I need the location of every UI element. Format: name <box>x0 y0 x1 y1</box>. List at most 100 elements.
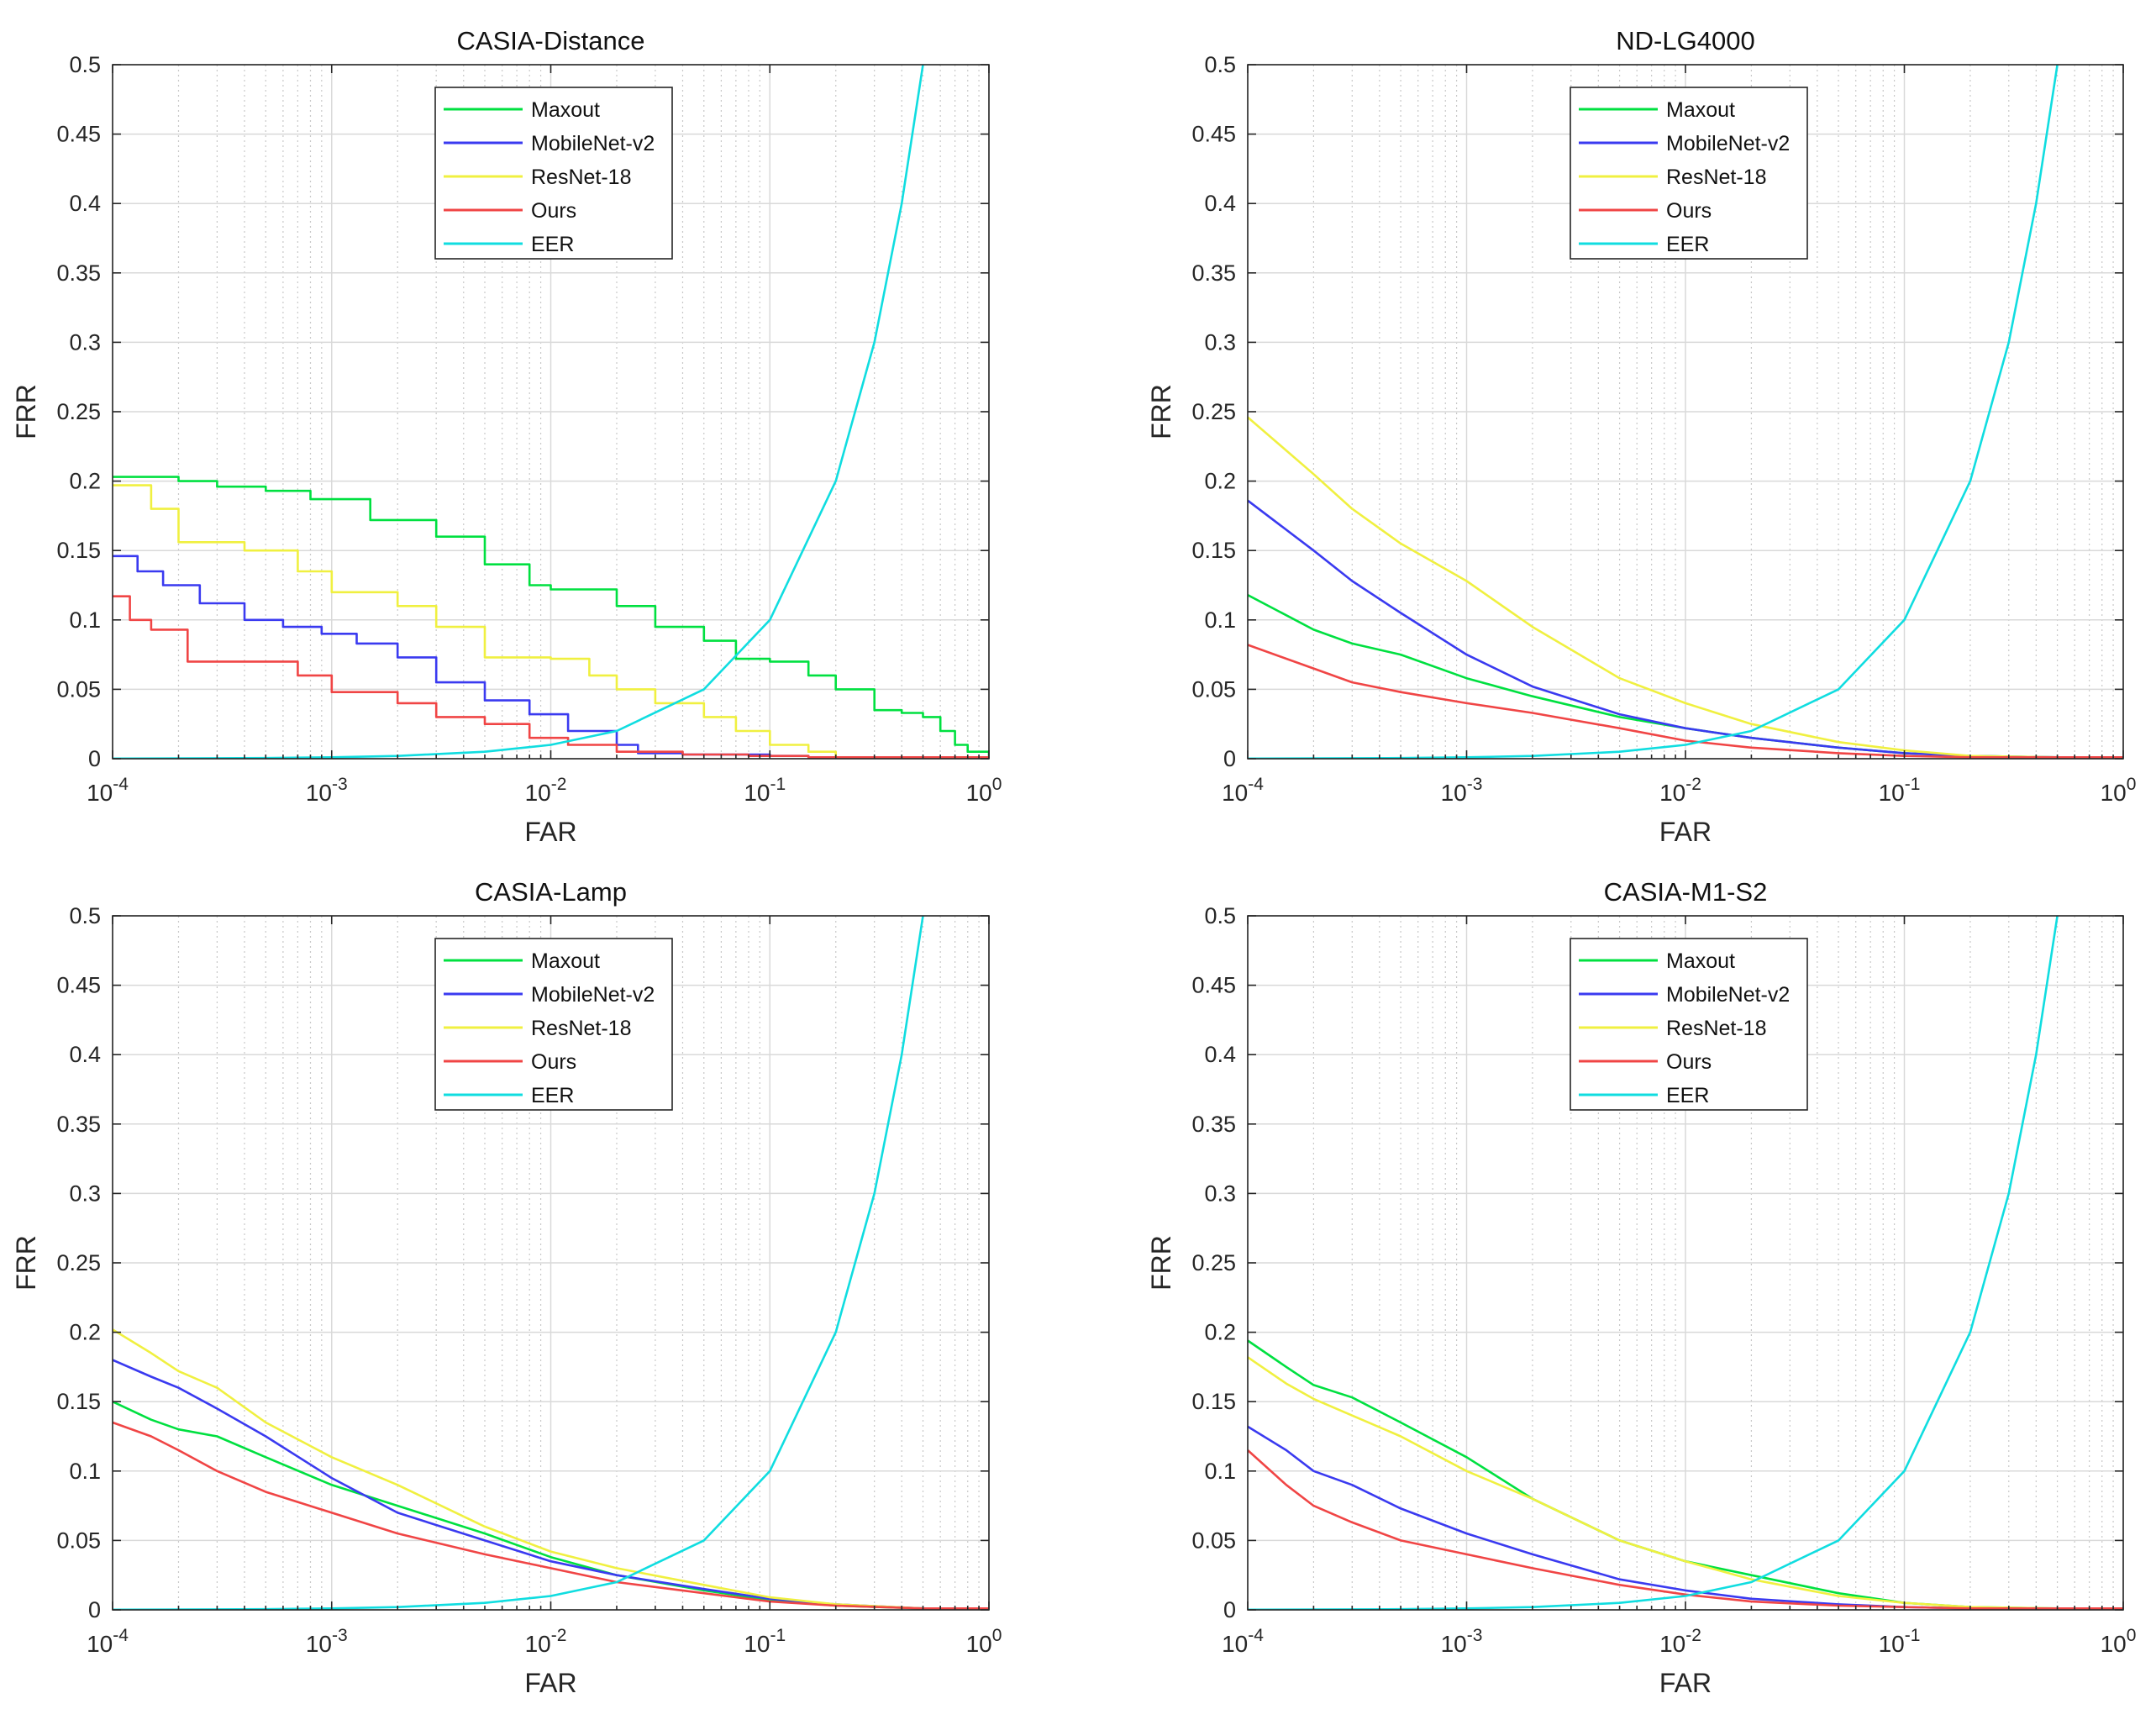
chart-title: ND-LG4000 <box>1616 26 1754 55</box>
x-axis-label: FAR <box>1659 1668 1712 1698</box>
y-tick-label: 0.5 <box>1204 52 1236 77</box>
x-axis-label: FAR <box>524 817 576 847</box>
y-tick-label: 0.2 <box>1204 1320 1236 1345</box>
x-tick-label: 10-2 <box>525 1626 567 1657</box>
tick-marks <box>112 64 990 760</box>
x-tick-label: 10-3 <box>306 1626 348 1657</box>
legend-label: EER <box>1666 1084 1709 1107</box>
series-line-ours <box>1248 644 2123 759</box>
x-tick-label: 10-4 <box>87 775 129 806</box>
y-tick-label: 0.1 <box>1204 1459 1236 1484</box>
y-tick-label: 0.45 <box>1191 122 1236 147</box>
legend-label: Ours <box>531 199 576 223</box>
y-axis-label: FRR <box>1146 1235 1176 1291</box>
series-group <box>1248 916 2123 1610</box>
legend-label: Maxout <box>531 98 600 122</box>
y-tick-label: 0.35 <box>1191 1112 1236 1137</box>
y-tick-label: 0.4 <box>1204 1042 1236 1067</box>
legend-label: MobileNet-v2 <box>531 983 655 1007</box>
legend-label: ResNet-18 <box>531 166 632 189</box>
y-tick-label: 0.2 <box>69 469 101 494</box>
legend-label: EER <box>531 233 574 256</box>
x-tick-label: 10-3 <box>1441 1626 1483 1657</box>
legend-label: Ours <box>1666 199 1712 223</box>
y-axis-label: FRR <box>1146 384 1176 439</box>
y-tick-label: 0.5 <box>1204 903 1236 928</box>
chart-title: CASIA-Distance <box>457 26 645 55</box>
x-tick-label: 10-1 <box>1879 775 1921 806</box>
x-tick-label: 10-1 <box>1879 1626 1921 1657</box>
y-tick-label: 0.35 <box>1191 260 1236 286</box>
series-line-resnet-18 <box>1248 416 2123 759</box>
x-tick-label: 100 <box>2101 1626 2137 1657</box>
legend-label: Maxout <box>531 949 600 973</box>
tick-marks <box>1247 915 2124 1611</box>
series-line-ours <box>113 595 989 759</box>
y-tick-label: 0.25 <box>56 399 101 424</box>
legend-label: MobileNet-v2 <box>531 132 655 155</box>
y-tick-label: 0 <box>1223 746 1236 771</box>
legend-label: Ours <box>531 1050 576 1074</box>
x-tick-label: 10-4 <box>87 1626 129 1657</box>
legend: Maxout MobileNet-v2 ResNet-18 Ours EER <box>1570 938 1808 1111</box>
legend-label: ResNet-18 <box>1666 166 1767 189</box>
tick-marks <box>112 915 990 1611</box>
legend-label: Ours <box>1666 1050 1712 1074</box>
y-tick-label: 0.1 <box>69 607 101 633</box>
y-tick-label: 0.05 <box>56 1528 101 1553</box>
legend-label: ResNet-18 <box>531 1017 632 1040</box>
chart-panel-1: 0 0.05 0.1 0.15 0.2 0.25 0.3 0.35 0.4 0.45 0.5 10-4… <box>11 26 1002 847</box>
legend: Maxout MobileNet-v2 ResNet-18 Ours EER <box>434 87 673 260</box>
series-line-resnet-18 <box>113 484 989 759</box>
y-tick-label: 0 <box>88 1597 101 1622</box>
chart-panel-3: 0 0.05 0.1 0.15 0.2 0.25 0.3 0.35 0.4 0.45 0.5 10-4… <box>11 877 1002 1698</box>
series-line-resnet-18 <box>1248 1356 2123 1610</box>
x-tick-label: 100 <box>2101 775 2137 806</box>
x-axis-label: FAR <box>524 1668 576 1698</box>
x-tick-label: 10-3 <box>306 775 348 806</box>
x-tick-label: 100 <box>966 1626 1002 1657</box>
x-tick-label: 10-1 <box>744 1626 786 1657</box>
y-tick-label: 0.15 <box>1191 538 1236 563</box>
series-line-resnet-18 <box>113 1328 989 1610</box>
y-tick-label: 0.1 <box>69 1459 101 1484</box>
chart-panel-2: 0 0.05 0.1 0.15 0.2 0.25 0.3 0.35 0.4 0.45 0.5 10-4… <box>1146 26 2136 847</box>
series-line-maxout <box>113 476 989 756</box>
y-tick-label: 0.15 <box>1191 1389 1236 1414</box>
y-tick-label: 0.3 <box>69 1181 101 1206</box>
legend-label: MobileNet-v2 <box>1666 983 1790 1007</box>
y-tick-label: 0.05 <box>1191 1528 1236 1553</box>
x-tick-label: 100 <box>966 775 1002 806</box>
y-tick-label: 0.15 <box>56 1389 101 1414</box>
y-tick-label: 0.3 <box>1204 329 1236 355</box>
y-axis-label: FRR <box>11 1235 41 1291</box>
legend-label: EER <box>1666 233 1709 256</box>
y-tick-label: 0.35 <box>56 1112 101 1137</box>
legend-label: Maxout <box>1666 98 1735 122</box>
y-tick-label: 0.4 <box>69 1042 101 1067</box>
x-tick-label: 10-1 <box>744 775 786 806</box>
legend: Maxout MobileNet-v2 ResNet-18 Ours EER <box>434 938 673 1111</box>
y-tick-label: 0.45 <box>1191 973 1236 998</box>
y-tick-label: 0 <box>1223 1597 1236 1622</box>
legend-label: Maxout <box>1666 949 1735 973</box>
y-tick-label: 0.15 <box>56 538 101 563</box>
series-line-ours <box>113 1421 989 1610</box>
legend-box <box>434 938 673 1111</box>
legend-box <box>434 87 673 260</box>
y-tick-label: 0.05 <box>1191 676 1236 702</box>
x-tick-label: 10-2 <box>1659 775 1701 806</box>
legend-label: MobileNet-v2 <box>1666 132 1790 155</box>
y-tick-label: 0.1 <box>1204 607 1236 633</box>
chart-panel-4: 0 0.05 0.1 0.15 0.2 0.25 0.3 0.35 0.4 0.45 0.5 10-4… <box>1146 877 2136 1698</box>
y-tick-label: 0.25 <box>56 1250 101 1275</box>
y-tick-label: 0.25 <box>1191 399 1236 424</box>
legend: Maxout MobileNet-v2 ResNet-18 Ours EER <box>1570 87 1808 260</box>
y-axis-label: FRR <box>11 384 41 439</box>
y-tick-label: 0.5 <box>69 52 101 77</box>
y-tick-label: 0.4 <box>1204 191 1236 216</box>
x-tick-label: 10-4 <box>1222 775 1264 806</box>
x-tick-label: 10-4 <box>1222 1626 1264 1657</box>
series-line-ours <box>1248 1449 2123 1610</box>
